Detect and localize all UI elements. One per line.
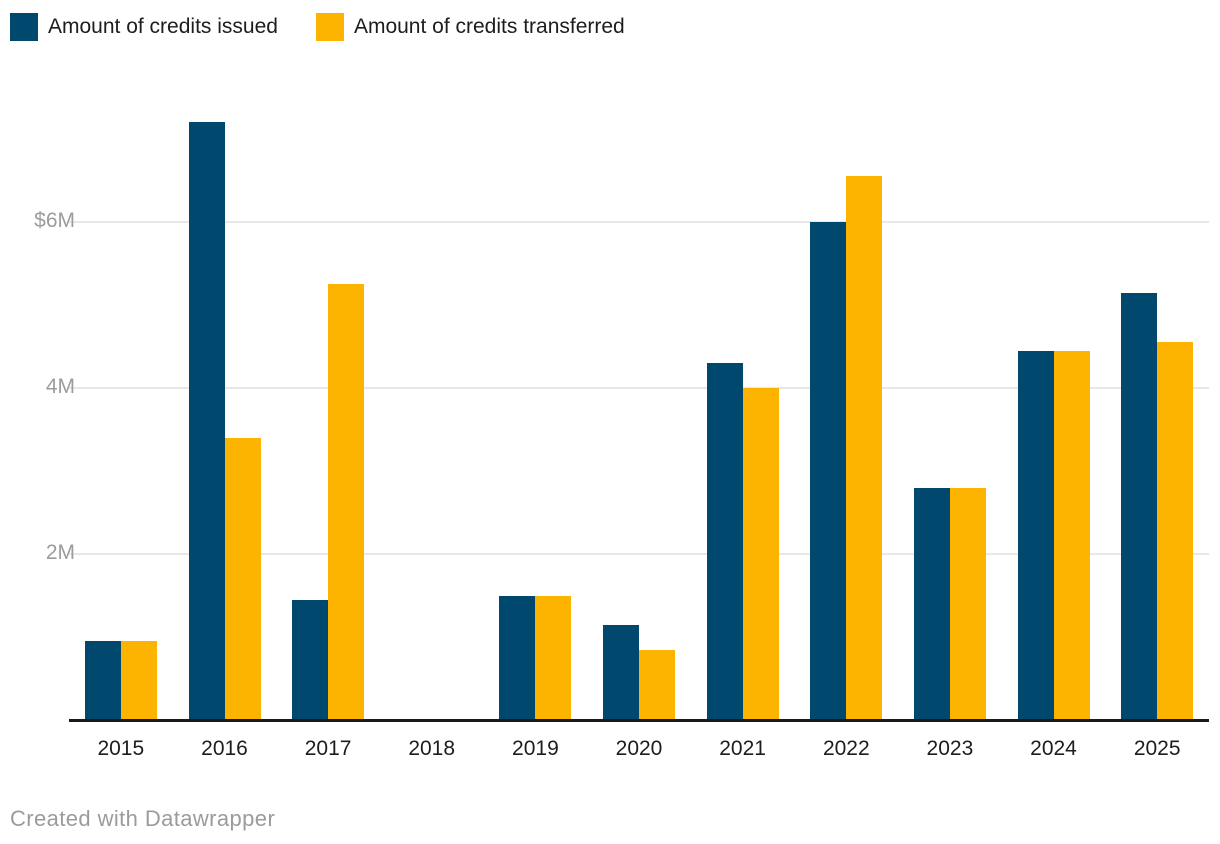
x-tick-label-2016: 2016 [201, 737, 248, 760]
bar-issued-2025 [1121, 292, 1158, 720]
bar-transferred-2024 [1053, 350, 1090, 720]
legend-item-issued: Amount of credits issued [10, 13, 278, 41]
x-axis-line [69, 719, 1209, 722]
x-tick-label-2017: 2017 [304, 737, 352, 760]
bar-transferred-2023 [949, 487, 986, 720]
x-tick-label-2024: 2024 [1030, 737, 1077, 760]
x-tick-label-2015: 2015 [97, 737, 145, 760]
bar-issued-2020 [603, 624, 639, 720]
legend-swatch-transferred-icon [315, 13, 344, 41]
bar-issued-2021 [706, 363, 743, 720]
bar-transferred-2025 [1157, 342, 1194, 720]
bar-issued-2023 [913, 487, 950, 720]
x-tick-label-2021: 2021 [719, 737, 766, 760]
bar-transferred-2017 [328, 284, 365, 721]
legend-swatch-issued-icon [10, 13, 38, 41]
bar-transferred-2019 [535, 595, 572, 720]
bar-issued-2017 [292, 599, 329, 720]
x-tick-label-2025: 2025 [1133, 737, 1181, 760]
x-tick-label-2023: 2023 [926, 737, 974, 760]
legend: Amount of credits issued Amount of credi… [10, 13, 625, 41]
gridline-2M [69, 553, 1209, 555]
legend-item-transferred: Amount of credits transferred [315, 13, 625, 41]
legend-label-issued: Amount of credits issued [48, 15, 278, 38]
x-tick-label-2020: 2020 [615, 737, 663, 760]
bar-transferred-2020 [639, 649, 675, 720]
gridline-$6M [69, 221, 1209, 223]
y-tick-label-$6M: $6M [34, 209, 75, 232]
bar-transferred-2016 [224, 437, 261, 720]
bar-issued-2022 [810, 222, 847, 720]
bar-transferred-2021 [742, 388, 779, 720]
bar-issued-2024 [1017, 350, 1054, 720]
x-tick-label-2019: 2019 [512, 737, 559, 760]
bar-issued-2016 [188, 122, 225, 720]
x-tick-label-2022: 2022 [822, 737, 870, 760]
y-tick-label-4M: 4M [45, 375, 75, 398]
bar-transferred-2022 [846, 176, 883, 720]
bar-transferred-2015 [120, 641, 157, 720]
gridline-4M [69, 387, 1209, 389]
legend-label-transferred: Amount of credits transferred [353, 15, 625, 38]
bar-issued-2019 [499, 595, 536, 720]
credit-line: Created with Datawrapper [10, 806, 276, 831]
bar-issued-2015 [84, 641, 121, 720]
x-tick-label-2018: 2018 [408, 737, 456, 760]
y-tick-label-2M: 2M [45, 541, 75, 564]
